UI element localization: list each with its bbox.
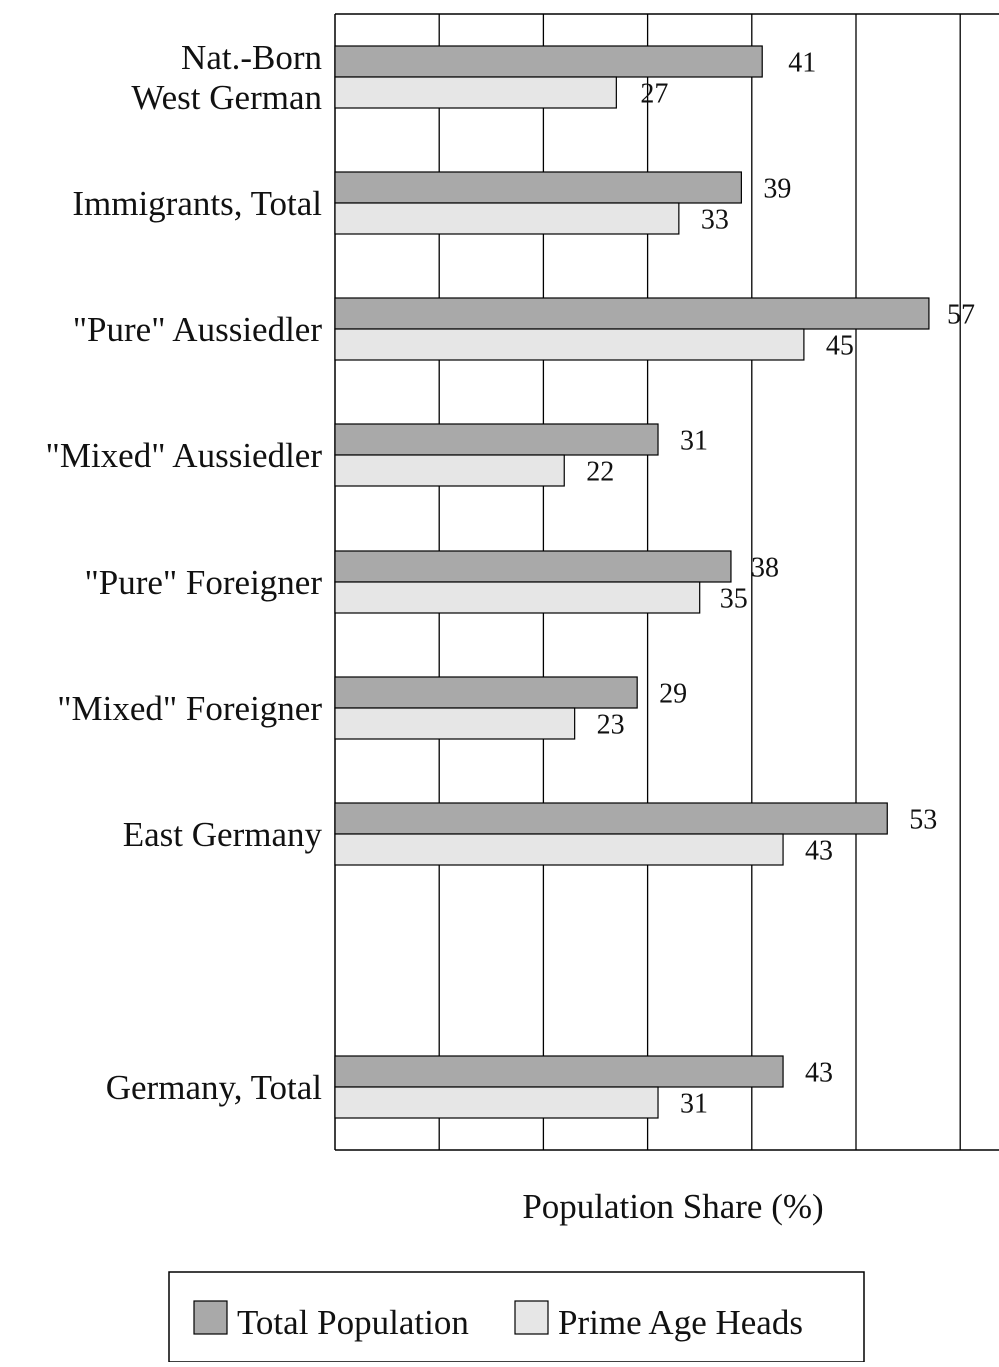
bar-prime-age-heads-0 xyxy=(334,76,617,109)
category-label-line: "Pure" Aussiedler xyxy=(73,310,323,349)
category-label-0: Nat.-Born West German xyxy=(131,38,322,117)
bar-prime-age-heads-5 xyxy=(334,707,576,740)
bar-total-population-0 xyxy=(334,45,763,78)
bar-total-population-3 xyxy=(334,423,659,456)
bar-total-population-7 xyxy=(334,1055,784,1088)
category-label-4: "Pure" Foreigner xyxy=(84,563,322,602)
bar-total-population-2 xyxy=(334,297,930,330)
value-label-prime-age-heads-4: 35 xyxy=(720,584,748,615)
category-label-2: "Pure" Aussiedler xyxy=(73,310,323,349)
value-label-prime-age-heads-6: 43 xyxy=(805,836,833,867)
category-label-7: Germany, Total xyxy=(106,1068,323,1107)
bar-prime-age-heads-7 xyxy=(334,1086,659,1119)
bar-prime-age-heads-4 xyxy=(334,581,701,614)
x-axis-title: Population Share (%) xyxy=(522,1187,823,1226)
value-label-total-population-6: 53 xyxy=(909,805,937,836)
category-label-line: Germany, Total xyxy=(106,1068,323,1107)
value-label-total-population-0: 41 xyxy=(788,48,816,79)
value-label-total-population-1: 39 xyxy=(763,174,791,205)
value-label-total-population-3: 31 xyxy=(680,426,708,457)
category-label-1: Immigrants, Total xyxy=(72,184,322,223)
category-label-line: "Pure" Foreigner xyxy=(84,563,322,602)
category-label-line: "Mixed" Aussiedler xyxy=(46,436,323,475)
value-label-prime-age-heads-1: 33 xyxy=(701,205,729,236)
bar-total-population-1 xyxy=(334,171,742,204)
value-label-total-population-7: 43 xyxy=(805,1058,833,1089)
bar-prime-age-heads-6 xyxy=(334,833,784,866)
category-label-3: "Mixed" Aussiedler xyxy=(46,436,323,475)
bar-total-population-5 xyxy=(334,676,638,709)
legend-label-total-population: Total Population xyxy=(237,1303,469,1342)
value-label-total-population-2: 57 xyxy=(947,300,975,331)
value-label-total-population-4: 38 xyxy=(751,553,779,584)
bar-prime-age-heads-3 xyxy=(334,454,565,487)
legend-label-prime-age-heads: Prime Age Heads xyxy=(558,1303,803,1342)
value-label-prime-age-heads-7: 31 xyxy=(680,1089,708,1120)
value-label-prime-age-heads-5: 23 xyxy=(597,710,625,741)
legend-swatch-total-population xyxy=(193,1300,228,1335)
bar-prime-age-heads-2 xyxy=(334,328,805,361)
legend-swatch-prime-age-heads xyxy=(514,1300,549,1335)
value-label-prime-age-heads-2: 45 xyxy=(826,331,854,362)
value-label-prime-age-heads-0: 27 xyxy=(640,79,668,110)
category-label-line: Immigrants, Total xyxy=(72,184,322,223)
category-label-line: "Mixed" Foreigner xyxy=(57,689,322,728)
value-label-prime-age-heads-3: 22 xyxy=(586,457,614,488)
category-label-line: Nat.-Born xyxy=(181,38,322,77)
value-label-total-population-5: 29 xyxy=(659,679,687,710)
category-label-6: East Germany xyxy=(123,815,323,854)
category-label-line: East Germany xyxy=(123,815,323,854)
bar-total-population-6 xyxy=(334,802,888,835)
bar-total-population-4 xyxy=(334,550,732,583)
bar-prime-age-heads-1 xyxy=(334,202,680,235)
category-label-line: West German xyxy=(131,78,322,117)
category-label-5: "Mixed" Foreigner xyxy=(57,689,322,728)
